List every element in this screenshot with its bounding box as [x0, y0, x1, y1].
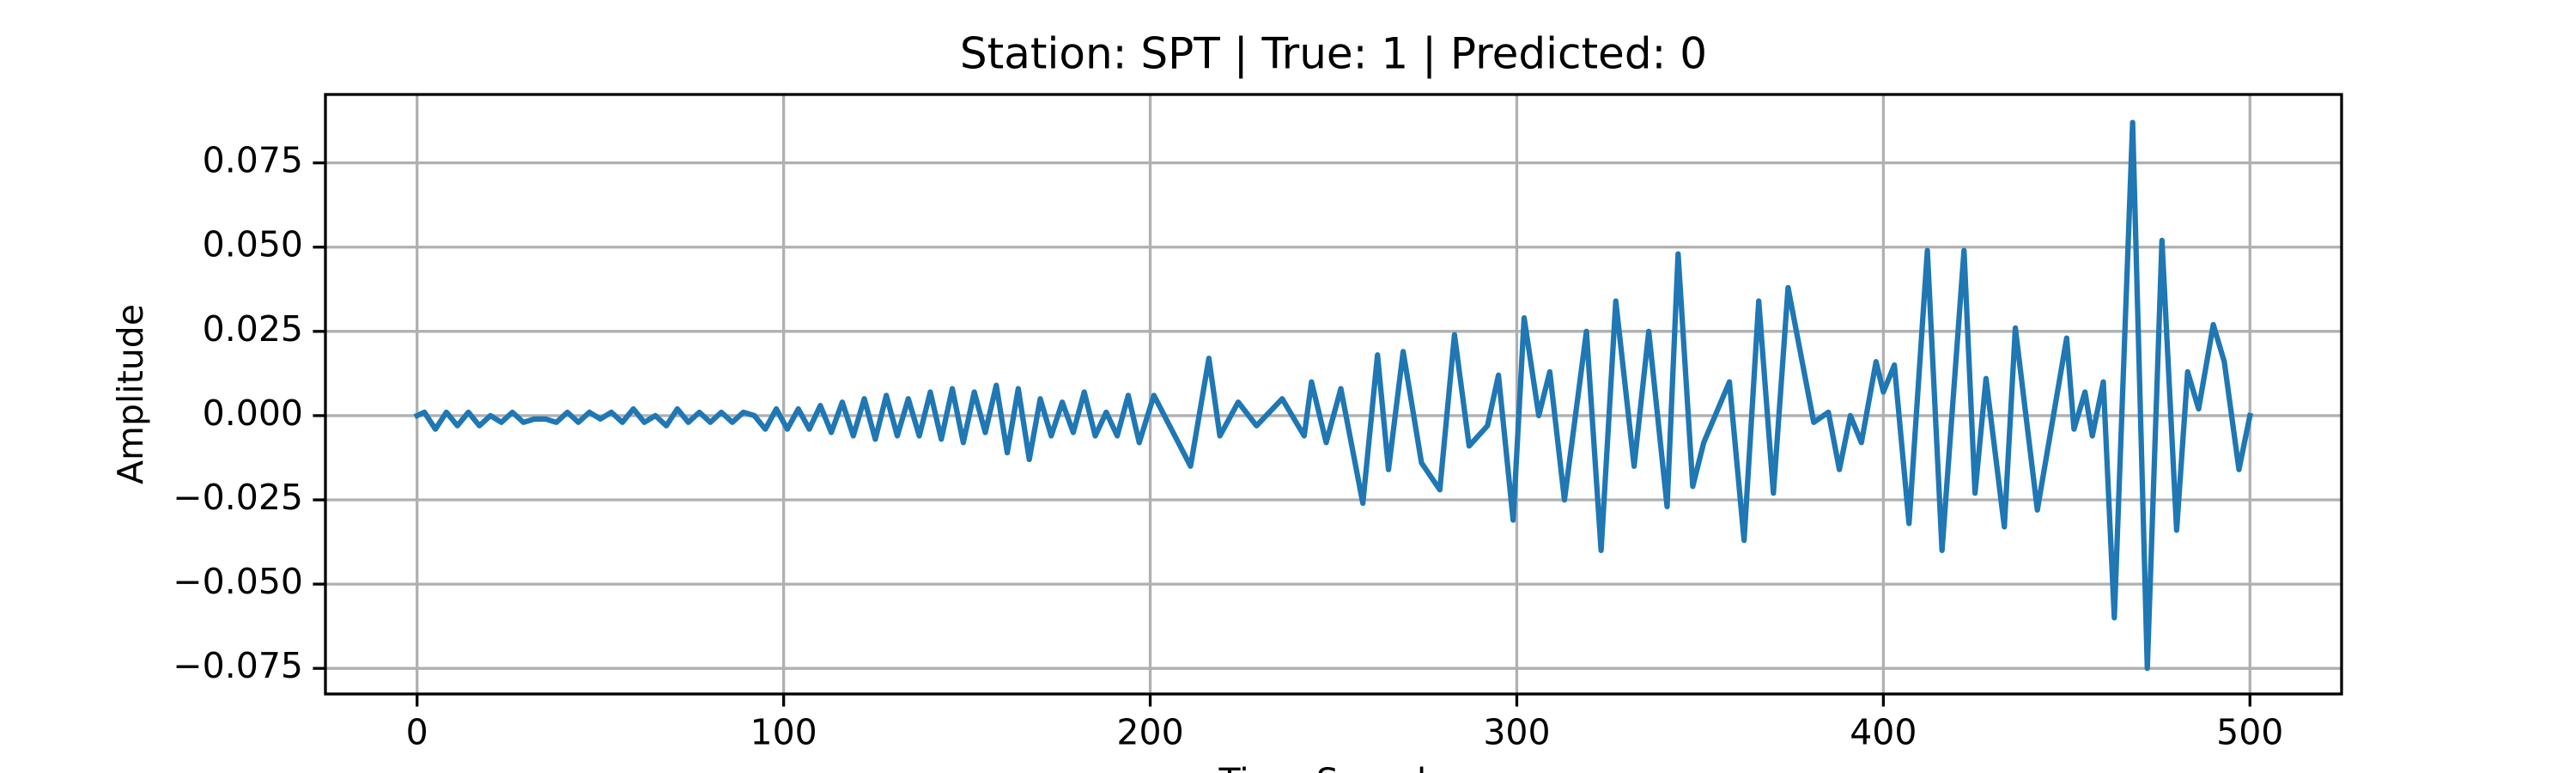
- y-tick-label: −0.050: [173, 561, 303, 602]
- x-tick-label: 100: [750, 711, 817, 752]
- y-tick-label: 0.075: [203, 140, 303, 181]
- x-tick-label: 400: [1850, 711, 1917, 752]
- x-tick-label: 300: [1483, 711, 1550, 752]
- x-tick-label: 0: [406, 711, 428, 752]
- y-tick-label: 0.025: [203, 308, 303, 350]
- x-axis-label: Time Sample: [1218, 760, 1448, 773]
- plot-frame: [324, 93, 2343, 696]
- x-tick-label: 500: [2216, 711, 2283, 752]
- y-tick-label: 0.050: [203, 224, 303, 265]
- x-tick-label: 200: [1116, 711, 1183, 752]
- y-axis-label: Amplitude: [110, 304, 151, 484]
- y-tick-label: −0.075: [173, 645, 303, 686]
- data-line: [413, 119, 2253, 672]
- chart-title: Station: SPT | True: 1 | Predicted: 0: [960, 29, 1707, 79]
- y-tick-label: −0.025: [173, 477, 303, 518]
- y-tick-label: 0.000: [203, 393, 303, 434]
